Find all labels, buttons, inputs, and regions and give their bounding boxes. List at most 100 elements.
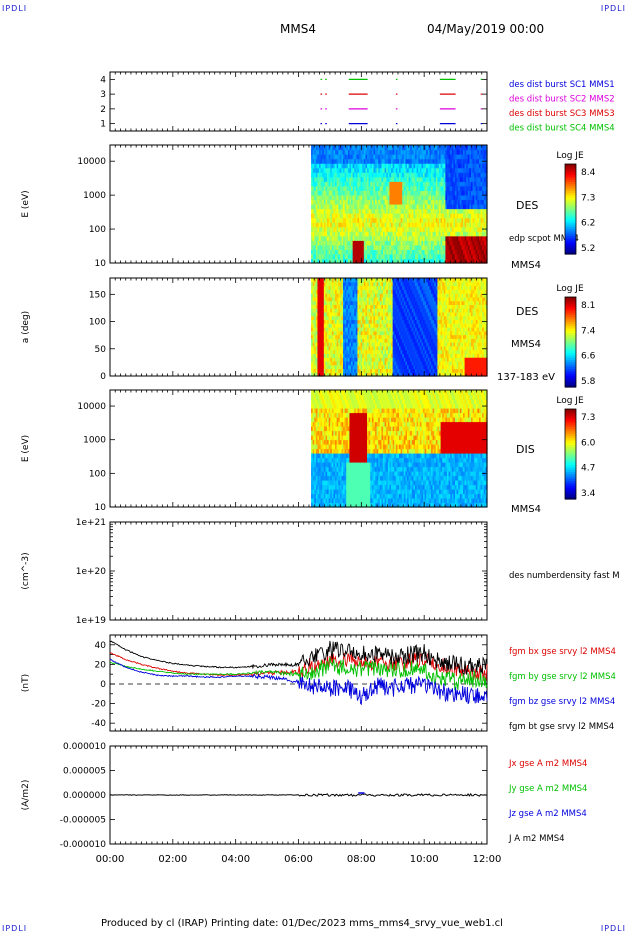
heatmap-cell — [421, 176, 424, 182]
heatmap-cell — [413, 327, 416, 332]
heatmap-cell — [312, 338, 315, 343]
heatmap-cell — [437, 253, 440, 260]
heatmap-cell — [464, 235, 467, 241]
heatmap-cell — [439, 244, 442, 250]
heatmap-cell — [376, 249, 379, 255]
heatmap-cell — [351, 289, 354, 294]
heatmap-cell — [472, 176, 475, 182]
heatmap-cell — [456, 158, 459, 164]
heatmap-cell — [327, 194, 330, 201]
heatmap-cell — [354, 327, 357, 332]
heatmap-cell — [328, 217, 331, 223]
heatmap-cell — [464, 240, 467, 246]
heatmap-cell — [360, 342, 363, 347]
heatmap-cell — [339, 249, 343, 255]
heatmap-cell — [383, 244, 386, 250]
heatmap-cell — [341, 319, 344, 324]
heatmap-cell — [322, 338, 325, 343]
heatmap-cell — [314, 235, 317, 241]
heatmap-cell — [371, 145, 375, 151]
heatmap-cell — [322, 349, 325, 354]
heatmap-cell — [357, 281, 360, 287]
heatmap-cell — [434, 154, 437, 160]
heatmap-cell — [360, 372, 363, 377]
heatmap-cell — [413, 217, 416, 223]
heatmap-cell — [399, 149, 402, 155]
heatmap-cell — [405, 154, 408, 160]
heatmap-cell — [357, 240, 360, 246]
heatmap-cell — [319, 315, 322, 321]
heatmap-cell — [402, 176, 405, 182]
heatmap-cell — [359, 253, 362, 260]
heatmap-cell — [424, 194, 427, 201]
heatmap-cell — [375, 311, 378, 317]
heatmap-cell — [352, 190, 355, 196]
heatmap-cell — [335, 217, 338, 223]
heatmap-cell — [352, 323, 355, 328]
heatmap-cell — [357, 334, 360, 339]
heatmap-cell — [408, 315, 411, 321]
heatmap-cell — [346, 145, 349, 151]
heatmap-cell — [315, 249, 319, 255]
heatmap-cell — [370, 204, 373, 210]
heatmap-cell — [451, 145, 455, 151]
heatmap-cell — [365, 208, 368, 214]
heatmap-cell — [415, 289, 418, 294]
heatmap-cell — [391, 285, 394, 290]
heatmap-cell — [363, 300, 367, 305]
heatmap-cell — [411, 204, 415, 210]
heatmap-cell — [391, 289, 394, 294]
heatmap-cell — [338, 145, 341, 151]
heatmap-cell — [413, 145, 416, 151]
heatmap-cell — [394, 304, 397, 309]
heatmap-cell — [368, 199, 371, 205]
heatmap-cell — [338, 253, 341, 260]
heatmap-cell — [384, 293, 387, 298]
heatmap-cell — [429, 163, 432, 169]
heatmap-cell — [355, 167, 359, 173]
heatmap-cell — [483, 258, 486, 264]
heatmap-cell — [459, 176, 463, 182]
heatmap-cell — [386, 145, 389, 151]
heatmap-cell — [402, 158, 405, 164]
heatmap-cell — [448, 208, 451, 214]
heatmap-cell — [450, 149, 453, 155]
heatmap-cell — [461, 217, 464, 223]
heatmap-cell — [483, 199, 486, 205]
heatmap-cell — [322, 278, 325, 283]
heatmap-cell — [322, 204, 325, 210]
heatmap-cell — [408, 149, 411, 155]
heatmap-cell — [360, 258, 363, 264]
heatmap-cell — [426, 145, 429, 151]
heatmap-cell — [399, 185, 402, 191]
heatmap-cell — [333, 338, 336, 343]
heatmap-cell — [330, 194, 333, 201]
heatmap-cell — [339, 149, 343, 155]
heatmap-cell — [461, 149, 464, 155]
heatmap-cell — [423, 176, 426, 182]
heatmap-cell — [466, 194, 469, 201]
heatmap-cell — [437, 190, 440, 196]
heatmap-cell — [432, 158, 435, 164]
heatmap-cell — [357, 315, 360, 321]
des-energy-colorbar-cell — [565, 242, 576, 246]
heatmap-cell — [386, 226, 389, 232]
heatmap-cell — [392, 176, 395, 182]
heatmap-cell — [421, 208, 424, 214]
heatmap-cell — [339, 222, 343, 228]
heatmap-cell — [407, 172, 410, 178]
heatmap-cell — [408, 249, 411, 255]
heatmap-cell — [335, 253, 338, 260]
heatmap-cell — [394, 199, 397, 205]
heatmap-cell — [477, 185, 480, 191]
heatmap-cell — [410, 226, 413, 232]
heatmap-cell — [338, 249, 341, 255]
heatmap-cell — [311, 213, 314, 219]
heatmap-cell — [320, 285, 323, 290]
heatmap-cell — [403, 319, 407, 324]
heatmap-cell — [363, 244, 367, 250]
heatmap-cell — [319, 244, 322, 250]
heatmap-cell — [312, 253, 315, 260]
heatmap-cell — [314, 258, 317, 264]
heatmap-cell — [383, 349, 386, 354]
